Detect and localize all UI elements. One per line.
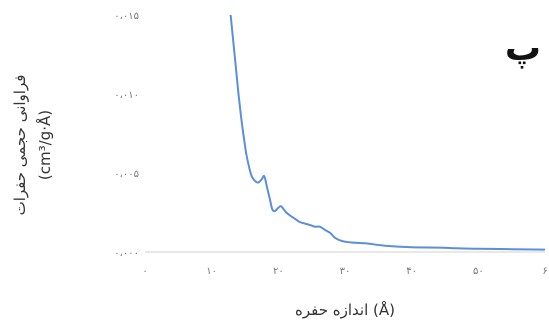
y-tick-label: ۰،۰۱۰	[114, 90, 139, 101]
x-axis-title: اندازه حفره (Å)	[295, 300, 395, 319]
x-tick-label: ۴۰	[406, 266, 417, 277]
y-axis-title-line2: (cm³/g·Å)	[35, 110, 54, 180]
panel-label: پ	[505, 28, 541, 69]
series-layer	[229, 15, 545, 251]
y-tick-label: ۰،۰۰۵	[114, 169, 139, 180]
y-axis-ticks: ۰،۰۰۰ ۰،۰۰۵ ۰،۰۱۰ ۰،۰۱۵	[114, 11, 139, 259]
x-tick-label: ۰	[142, 266, 147, 277]
x-tick-label: ۵۰	[473, 266, 484, 277]
series-line	[229, 15, 545, 251]
x-tick-label: ۲۰	[273, 266, 284, 277]
x-tick-label: ۳۰	[340, 266, 351, 277]
y-axis-title-line1: فراوانی حجمی حفرات	[11, 75, 29, 216]
y-tick-label: ۰،۰۱۵	[114, 11, 139, 22]
x-tick-label: ۶	[542, 266, 547, 277]
x-tick-label: ۱۰	[206, 266, 217, 277]
x-axis-ticks: ۰ ۱۰ ۲۰ ۳۰ ۴۰ ۵۰ ۶	[142, 266, 547, 277]
y-tick-label: ۰،۰۰۰	[114, 248, 139, 259]
